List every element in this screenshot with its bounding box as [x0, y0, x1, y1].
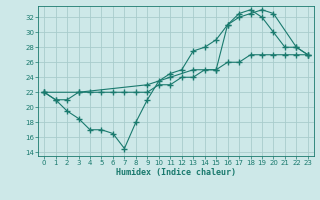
X-axis label: Humidex (Indice chaleur): Humidex (Indice chaleur): [116, 168, 236, 177]
